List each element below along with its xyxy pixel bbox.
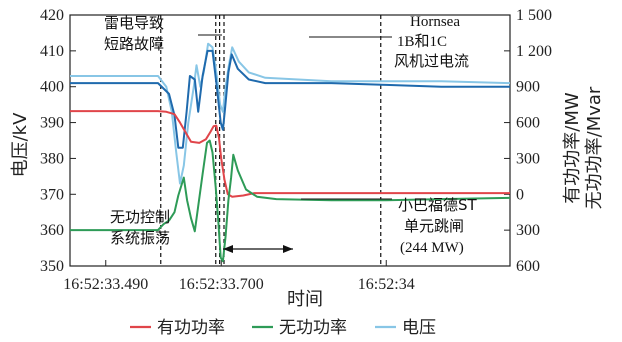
y-right-tick-label: 1 200 [516, 43, 552, 60]
annotation-oscillation: 无功控制 系统振荡 [110, 208, 293, 253]
x-axis-label: 时间 [287, 289, 323, 310]
y-right-tick-label: 300 [516, 222, 540, 239]
y-left-tick-label: 350 [40, 258, 64, 275]
y-axis-label-left: 电压/kV [10, 112, 31, 177]
y-left-tick-label: 410 [40, 43, 64, 60]
y-axis-label-right-1: 有功功率/MW [562, 92, 583, 204]
axes: 350 360 370 380 390 400 410 420 600 300 0 300 600 900… [40, 7, 552, 293]
x-tick-label: 16:52:33.700 [179, 276, 264, 293]
y-left-tick-label: 370 [40, 186, 64, 203]
y-right-tick-label: 0 [516, 186, 524, 203]
annotation-oscillation-line1: 无功控制 [110, 208, 170, 226]
annotation-fault-line1: 雷电导致 [104, 14, 164, 32]
annotation-fault-line2: 短路故障 [104, 35, 164, 53]
y-left-tick-label: 380 [40, 150, 64, 167]
series-line [70, 42, 511, 185]
y-left-tick-label: 360 [40, 222, 64, 239]
y-axis-label-right-2: 无功功率/Mvar [584, 86, 605, 209]
annotation-oscillation-line2: 系统振荡 [110, 229, 170, 247]
arrow-left-icon [223, 245, 233, 253]
y-left-tick-label: 400 [40, 79, 64, 96]
x-tick-label: 16:52:33.490 [63, 276, 148, 293]
y-right-tick-label: 600 [516, 258, 540, 275]
annotation-trip-line1: 小巴福德ST [398, 196, 478, 214]
annotation-trip-line3: (244 MW) [400, 240, 464, 256]
y-right-tick-label: 1 500 [516, 7, 552, 24]
series-line [70, 49, 510, 149]
series-line [70, 139, 511, 263]
legend: 有功功率 无功功率 电压 [130, 318, 436, 338]
annotation-hornsea-line2: 1B和1C [397, 33, 447, 50]
y-right-tick-label: 900 [516, 79, 540, 96]
annotation-hornsea: Hornsea 1B和1C 风机过电流 [309, 14, 469, 70]
annotation-fault: 雷电导致 短路故障 [104, 14, 222, 53]
plot-frame [69, 14, 511, 267]
legend-label-voltage: 电压 [402, 318, 436, 338]
arrow-right-icon [283, 245, 293, 253]
annotation-hornsea-line1: Hornsea [410, 14, 460, 30]
y-right-tick-label: 600 [516, 115, 540, 132]
series-layer [70, 42, 511, 263]
x-tick-label: 16:52:34 [358, 276, 415, 293]
y-left-tick-label: 390 [40, 115, 64, 132]
legend-label-active: 有功功率 [157, 318, 225, 338]
y-left-tick-label: 420 [40, 7, 64, 24]
y-right-tick-label: 300 [516, 150, 540, 167]
annotation-trip: 小巴福德ST 单元跳闸 (244 MW) [301, 196, 478, 256]
annotation-trip-line2: 单元跳闸 [404, 217, 464, 235]
annotation-hornsea-line3: 风机过电流 [394, 52, 469, 70]
legend-label-reactive: 无功功率 [279, 318, 347, 338]
series-line [70, 110, 510, 198]
